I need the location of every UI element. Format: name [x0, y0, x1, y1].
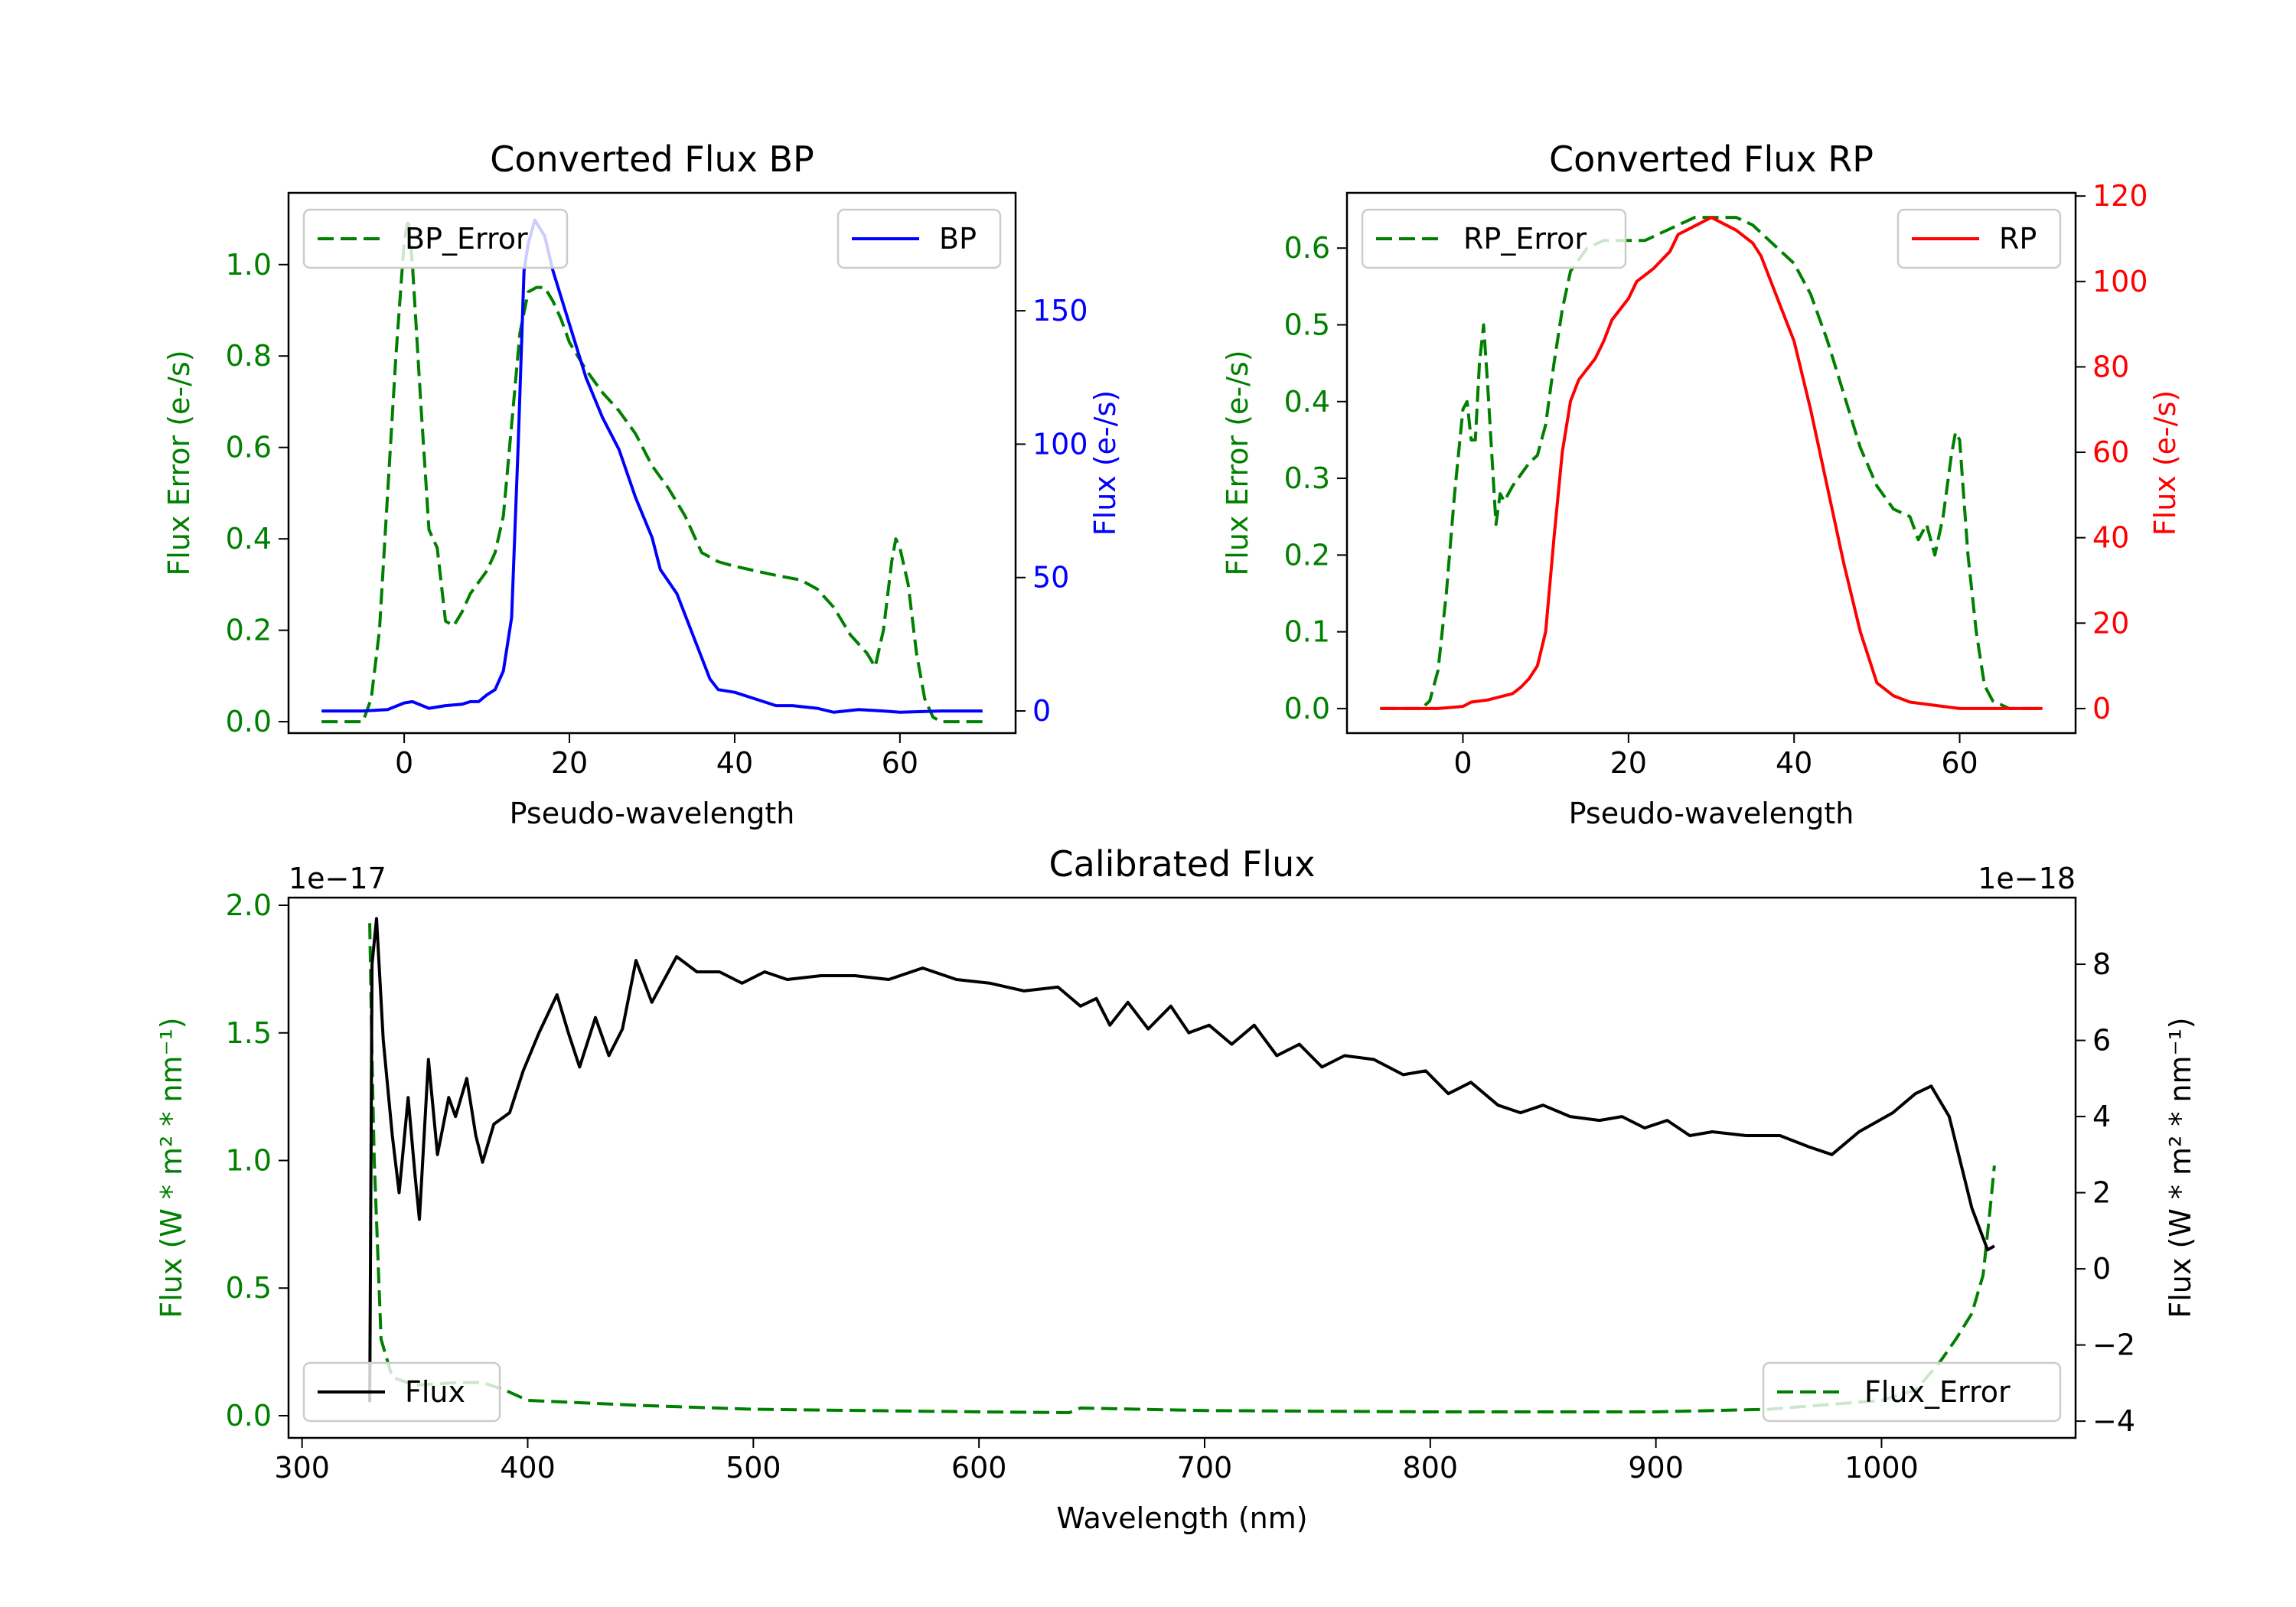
legend: Flux_Error [1762, 1361, 2062, 1423]
legend-label: Flux_Error [1864, 1375, 2011, 1409]
y-axis-label-left: Flux Error (e-/s) [162, 350, 196, 575]
y-tick-label-right: 20 [2092, 606, 2129, 640]
y-tick-label-right: 120 [2092, 179, 2148, 213]
series-line-rp [1380, 216, 2043, 710]
x-tick-label: 60 [882, 746, 918, 780]
y-tick-label-right: 2 [2092, 1176, 2111, 1210]
y-tick-label-right: −4 [2092, 1404, 2135, 1438]
y-tick-label-right: 8 [2092, 947, 2111, 981]
legend: RP [1896, 208, 2062, 269]
x-tick-label: 600 [951, 1451, 1007, 1485]
x-tick-label: 500 [726, 1451, 781, 1485]
y-axis-label-left: Flux (W * m² * nm⁻¹) [155, 1017, 188, 1318]
y-tick-label-right: 0 [2092, 1252, 2111, 1286]
legend-label: BP_Error [405, 222, 528, 256]
y-tick-label-left: 0.6 [226, 431, 272, 464]
x-tick-label: 800 [1403, 1451, 1459, 1485]
y-tick-label-right: 40 [2092, 521, 2129, 555]
legend-box [1762, 1361, 2062, 1423]
x-tick-label: 1000 [1844, 1451, 1919, 1485]
y-tick-label-left: 0.0 [226, 705, 272, 738]
x-tick-label: 20 [1610, 746, 1647, 780]
offset-text-left: 1e−17 [289, 862, 386, 895]
x-tick-label: 60 [1941, 746, 1978, 780]
x-tick-label: 400 [500, 1451, 556, 1485]
legend-box [1361, 208, 1627, 269]
y-tick-label-left: 0.0 [1284, 692, 1330, 725]
chart-title: Calibrated Flux [1049, 843, 1316, 885]
x-axis-label: Wavelength (nm) [1056, 1501, 1307, 1535]
subplot-2: 300 400 500 600 700 800 900 1000 0.0 0.5 1.0 1.5 2.0… [155, 843, 2197, 1535]
y-tick-label-left: 2.0 [226, 888, 272, 922]
x-tick-label: 40 [716, 746, 753, 780]
series-line-bp [321, 218, 983, 714]
x-tick-label: 900 [1628, 1451, 1684, 1485]
y-tick-label-left: 0.4 [1284, 385, 1330, 419]
y-tick-label-left: 0.8 [226, 339, 272, 373]
x-tick-label: 300 [274, 1451, 330, 1485]
y-tick-label-left: 0.3 [1284, 461, 1330, 495]
y-tick-label-left: 0.2 [1284, 538, 1330, 572]
y-axis-label-right: Flux (e-/s) [2148, 390, 2182, 536]
y-tick-label-left: 0.5 [226, 1271, 272, 1305]
legend: RP_Error [1361, 208, 1627, 269]
series-line-flux [368, 917, 1995, 1403]
y-axis-label-left: Flux Error (e-/s) [1221, 350, 1254, 575]
legend-label: RP [1999, 222, 2037, 256]
x-axis-label: Pseudo-wavelength [1569, 797, 1854, 830]
y-tick-label-left: 1.5 [226, 1016, 272, 1050]
y-tick-label-left: 0.1 [1284, 615, 1330, 649]
subplot-0: 0 20 40 60 0.0 0.2 0.4 0.6 0.8 1.0 0 50 100 150 Conver… [162, 139, 1122, 830]
y-tick-label-left: 0.4 [226, 522, 272, 556]
legend: Flux [302, 1361, 501, 1423]
y-tick-label-right: 0 [1032, 694, 1051, 728]
y-tick-label-left: 1.0 [226, 1143, 272, 1177]
y-axis-label-right: Flux (W * m² * nm⁻¹) [2164, 1017, 2197, 1318]
offset-text-right: 1e−18 [1978, 862, 2076, 895]
x-tick-label: 0 [395, 746, 413, 780]
y-tick-label-right: 6 [2092, 1024, 2111, 1058]
legend-box [302, 208, 569, 269]
legend-label: Flux [405, 1375, 465, 1409]
y-tick-label-right: 100 [1032, 427, 1088, 461]
y-tick-label-right: 80 [2092, 350, 2129, 383]
x-tick-label: 700 [1177, 1451, 1233, 1485]
y-tick-label-right: 50 [1032, 561, 1069, 595]
y-tick-label-left: 1.0 [226, 248, 272, 282]
axes-frame [287, 191, 1017, 735]
legend-box [302, 1361, 501, 1423]
subplot-1: 0 20 40 60 0.0 0.1 0.2 0.3 0.4 0.5 0.6 0 20 40 60 80 100… [1221, 139, 2182, 830]
legend: BP_Error [302, 208, 569, 269]
legend-label: RP_Error [1463, 222, 1587, 256]
y-tick-label-right: −2 [2092, 1328, 2135, 1362]
y-tick-label-left: 0.6 [1284, 231, 1330, 265]
legend: BP [837, 208, 1002, 269]
y-tick-label-left: 0.0 [226, 1399, 272, 1433]
y-tick-label-right: 60 [2092, 435, 2129, 469]
axes-frame [287, 896, 2077, 1439]
y-tick-label-right: 150 [1032, 294, 1088, 328]
x-tick-label: 0 [1453, 746, 1472, 780]
y-tick-label-right: 0 [2092, 692, 2111, 725]
x-tick-label: 20 [551, 746, 588, 780]
series-line-rp-error [1380, 216, 2043, 710]
y-tick-label-left: 0.5 [1284, 308, 1330, 341]
axes-frame [1345, 191, 2077, 735]
y-tick-label-right: 100 [2092, 265, 2148, 298]
x-tick-label: 40 [1776, 746, 1812, 780]
chart-title: Converted Flux RP [1549, 139, 1874, 180]
y-tick-label-right: 4 [2092, 1100, 2111, 1133]
chart-title: Converted Flux BP [490, 139, 814, 180]
legend-label: BP [939, 222, 977, 256]
y-tick-label-left: 0.2 [226, 614, 272, 647]
series-line-bp-error [321, 217, 983, 724]
y-axis-label-right: Flux (e-/s) [1088, 390, 1122, 536]
series-line-flux-error [368, 923, 1996, 1414]
x-axis-label: Pseudo-wavelength [510, 797, 795, 830]
